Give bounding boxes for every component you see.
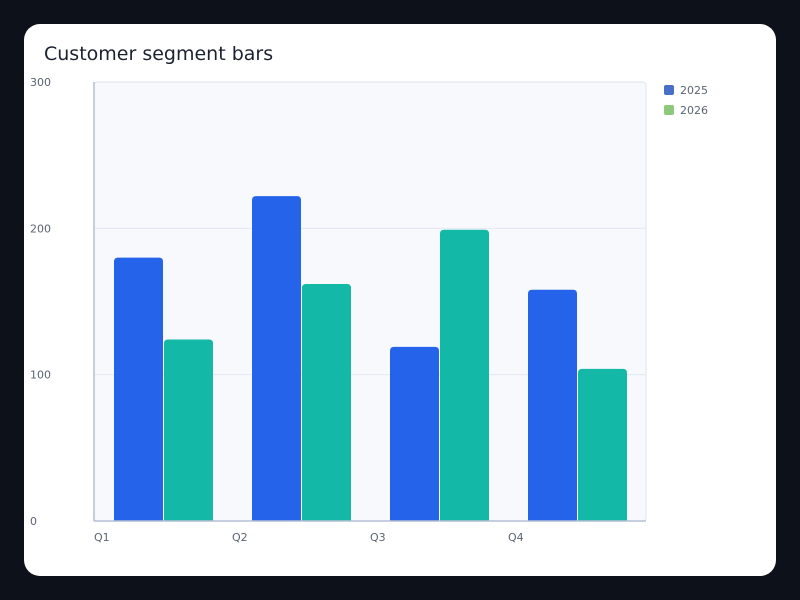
- bar-2026-Q3: [440, 229, 489, 521]
- x-tick-label: Q1: [94, 531, 110, 544]
- legend-item: 2026: [664, 103, 708, 117]
- y-tick-label: 100: [30, 369, 51, 382]
- bar-2026-Q4: [578, 368, 627, 521]
- bar-chart: 0 100 200 300 Q1 Q2 Q3 Q4: [30, 76, 647, 544]
- legend-label: 2026: [680, 103, 708, 117]
- x-tick-label: Q2: [232, 531, 248, 544]
- y-tick-label: 200: [30, 222, 51, 235]
- legend-swatch: [664, 105, 674, 115]
- chart-card: Customer segment bars 0 100 200 300 Q1 Q2 Q3 Q…: [24, 24, 776, 576]
- y-tick-label: 300: [30, 76, 51, 89]
- legend-swatch: [664, 85, 674, 95]
- bar-2025-Q2: [252, 196, 301, 521]
- bar-2025-Q3: [390, 346, 439, 521]
- legend-item: 2025: [664, 83, 708, 97]
- x-axis-ticks: Q1 Q2 Q3 Q4: [94, 531, 524, 544]
- bar-2026-Q1: [164, 339, 213, 521]
- bars: [114, 196, 627, 521]
- bar-2026-Q2: [302, 283, 351, 521]
- y-axis-ticks: 0 100 200 300: [30, 76, 51, 528]
- legend: 2025 2026: [664, 83, 708, 123]
- x-tick-label: Q4: [508, 531, 524, 544]
- x-tick-label: Q3: [370, 531, 386, 544]
- legend-label: 2025: [680, 83, 708, 97]
- bar-2025-Q4: [528, 289, 577, 521]
- y-tick-label: 0: [30, 515, 37, 528]
- bar-2025-Q1: [114, 257, 163, 521]
- chart-title: Customer segment bars: [44, 43, 274, 65]
